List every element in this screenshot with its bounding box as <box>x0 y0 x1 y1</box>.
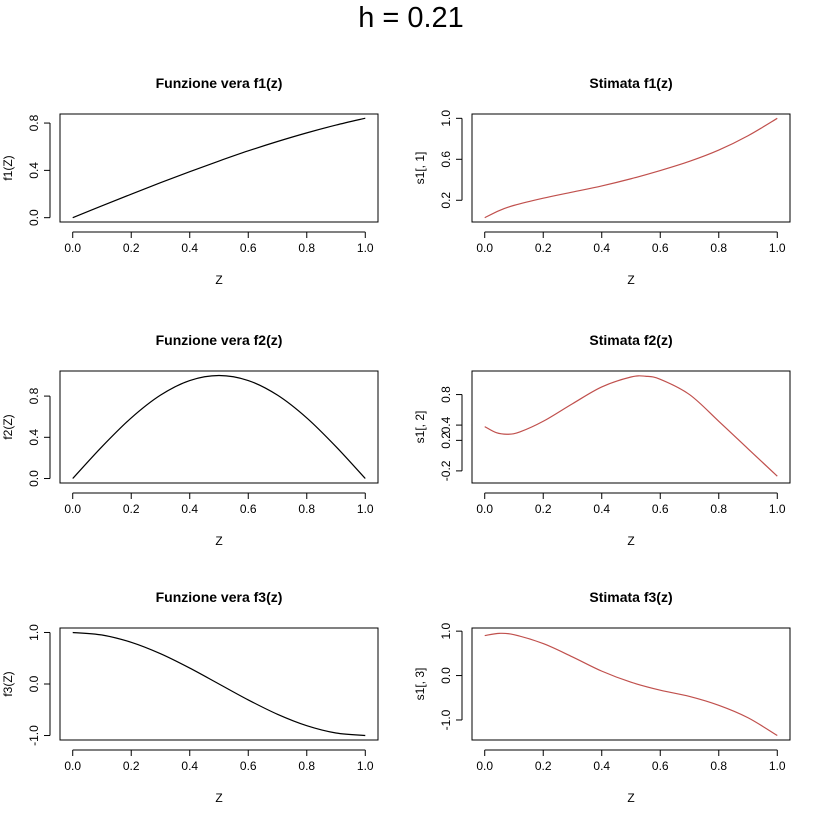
y-tick-label: 0.6 <box>439 151 453 168</box>
x-tick-label: 0.8 <box>710 502 727 516</box>
y-tick-label: 0.4 <box>27 162 41 179</box>
x-tick-label: 1.0 <box>357 759 374 773</box>
y-axis-label: s1[, 3] <box>413 668 427 701</box>
y-axis-label: f3(Z) <box>1 671 15 696</box>
x-axis-label: Z <box>627 534 634 548</box>
y-tick-label: 0.0 <box>27 675 41 692</box>
plot-frame <box>471 370 791 484</box>
x-tick-label: 0.6 <box>652 502 669 516</box>
y-tick-label: -1.0 <box>439 709 453 730</box>
y-tick-label: 0.8 <box>27 114 41 131</box>
plot-frame <box>59 627 379 741</box>
x-tick-label: 0.2 <box>123 759 140 773</box>
chart-title: Funzione vera f1(z) <box>156 75 283 91</box>
x-tick-label: 0.4 <box>593 241 610 255</box>
chart-title: Stimata f3(z) <box>589 589 672 605</box>
plot-frame <box>59 370 379 484</box>
x-tick-label: 0.8 <box>298 759 315 773</box>
series-line <box>72 374 366 479</box>
x-tick-label: 0.6 <box>240 241 257 255</box>
y-tick-label: 0.8 <box>27 387 41 404</box>
x-tick-label: 0.8 <box>710 759 727 773</box>
chart-panel-1: Funzione vera f1(z) 0.0 0.2 0.4 0.6 0.8 1.0 Z 0.… <box>1 75 379 287</box>
x-tick-label: 0.0 <box>476 241 493 255</box>
x-tick-label: 0.4 <box>181 502 198 516</box>
y-tick-label: -0.2 <box>439 460 453 481</box>
chart-title: Stimata f1(z) <box>589 75 672 91</box>
x-tick-label: 0.0 <box>476 759 493 773</box>
x-axis-label: Z <box>215 273 222 287</box>
y-tick-label: 0.4 <box>439 416 453 433</box>
y-axis-label: s1[, 1] <box>413 152 427 185</box>
x-axis-label: Z <box>215 791 222 805</box>
x-tick-label: 1.0 <box>769 502 786 516</box>
plot-frame <box>59 113 379 223</box>
chart-title: Funzione vera f2(z) <box>156 332 283 348</box>
x-tick-label: 0.8 <box>710 241 727 255</box>
x-tick-label: 0.4 <box>593 502 610 516</box>
series-line <box>484 117 778 219</box>
chart-panel-2: Stimata f1(z) 0.0 0.2 0.4 0.6 0.8 1.0 Z 0.2 0.6 1.… <box>413 75 791 287</box>
series-line <box>484 632 778 737</box>
y-tick-label: 0.4 <box>27 429 41 446</box>
x-tick-label: 0.4 <box>181 241 198 255</box>
plot-frame <box>471 627 791 741</box>
chart-panel-4: Stimata f2(z)0.0 0.2 0.4 0.6 0.8 1.0Z-0.20.20… <box>413 332 791 548</box>
y-tick-label: 0.0 <box>439 667 453 684</box>
x-tick-label: 1.0 <box>769 241 786 255</box>
x-tick-label: 0.2 <box>535 502 552 516</box>
x-axis-label: Z <box>215 534 222 548</box>
x-tick-label: 0.0 <box>64 241 81 255</box>
y-tick-label: 1.0 <box>27 624 41 641</box>
chart-panel-6: Stimata f3(z) 0.0 0.2 0.4 0.6 0.8 1.0 Z -1.0 0.0 1… <box>413 589 791 805</box>
y-axis-label: f1(Z) <box>1 155 15 180</box>
x-tick-label: 0.0 <box>476 502 493 516</box>
y-tick-label: -1.0 <box>27 725 41 746</box>
y-axis-label: f2(Z) <box>1 414 15 439</box>
x-tick-label: 1.0 <box>357 502 374 516</box>
x-tick-label: 0.8 <box>298 502 315 516</box>
y-tick-label: 1.0 <box>439 622 453 639</box>
chart-panel-5: Funzione vera f3(z) 0.0 0.2 0.4 0.6 0.8 1.0 Z -1… <box>1 589 379 805</box>
chart-title: Stimata f2(z) <box>589 332 672 348</box>
y-tick-label: 0.2 <box>439 192 453 209</box>
y-axis-label: s1[, 2] <box>413 411 427 444</box>
y-tick-label: 0.0 <box>27 470 41 487</box>
series-line <box>72 631 366 737</box>
y-tick-label: 1.0 <box>439 110 453 127</box>
x-tick-label: 0.2 <box>535 759 552 773</box>
x-tick-label: 0.2 <box>535 241 552 255</box>
x-tick-label: 0.0 <box>64 502 81 516</box>
x-tick-label: 0.0 <box>64 759 81 773</box>
x-tick-label: 0.2 <box>123 241 140 255</box>
x-tick-label: 0.6 <box>652 241 669 255</box>
x-tick-label: 0.6 <box>652 759 669 773</box>
x-tick-label: 1.0 <box>769 759 786 773</box>
chart-title: Funzione vera f3(z) <box>156 589 283 605</box>
y-tick-label: 0.8 <box>439 386 453 403</box>
series-line <box>484 375 778 477</box>
x-tick-label: 0.4 <box>181 759 198 773</box>
x-tick-label: 0.2 <box>123 502 140 516</box>
x-tick-label: 0.6 <box>240 759 257 773</box>
x-tick-label: 0.8 <box>298 241 315 255</box>
chart-panel-3: Funzione vera f2(z) 0.0 0.2 0.4 0.6 0.8 1.0 Z 0.… <box>1 332 379 548</box>
x-axis-label: Z <box>627 273 634 287</box>
y-tick-label: 0.0 <box>27 209 41 226</box>
x-tick-label: 1.0 <box>357 241 374 255</box>
plot-frame <box>471 113 791 223</box>
y-tick-label: 0.2 <box>439 432 453 449</box>
x-axis-label: Z <box>627 791 634 805</box>
x-tick-label: 0.6 <box>240 502 257 516</box>
x-tick-label: 0.4 <box>593 759 610 773</box>
series-line <box>72 117 366 219</box>
figure-title: h = 0.21 <box>358 2 464 34</box>
